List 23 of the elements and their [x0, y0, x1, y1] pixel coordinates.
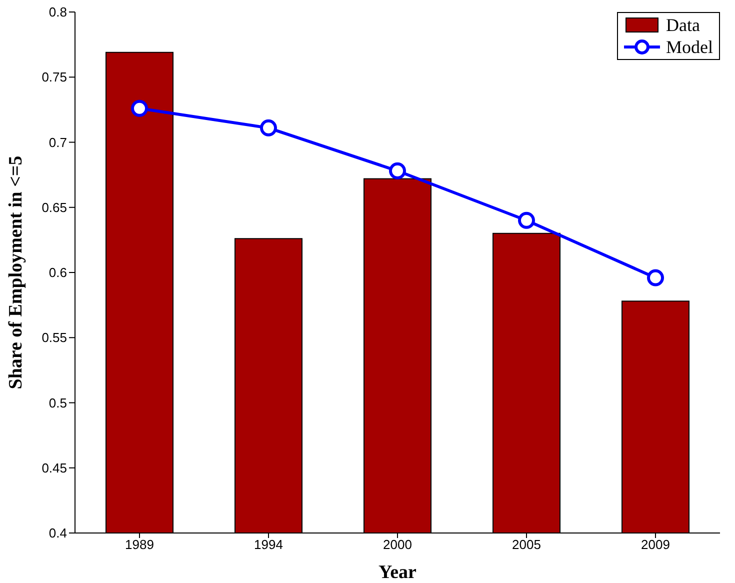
y-tick-label: 0.5	[48, 395, 67, 410]
legend-label: Data	[666, 15, 700, 35]
point	[518, 212, 535, 229]
x-axis-title: Year	[378, 562, 418, 583]
y-tick-label: 0.7	[48, 134, 67, 150]
y-tick-label: 0.55	[42, 330, 67, 346]
x-tick-label: 2005	[512, 537, 541, 552]
y-tick-label: 0.8	[48, 4, 67, 20]
point	[131, 100, 148, 117]
y-tick-label: 0.4	[48, 526, 67, 541]
y-axis-title: Share of Employment in <=5	[6, 156, 27, 390]
y-tick-label: 0.65	[42, 200, 67, 215]
y-tick-label: 0.6	[48, 265, 67, 280]
x-tick-label: 2000	[383, 537, 412, 552]
x-tick-label: 1989	[125, 537, 154, 552]
x-tick-label: 1994	[254, 537, 283, 552]
legend-label: Model	[666, 37, 713, 57]
x-tick-label: 2009	[641, 537, 670, 552]
point	[260, 119, 277, 136]
y-tick-label: 0.45	[42, 460, 67, 476]
point	[647, 269, 664, 286]
point	[389, 162, 406, 180]
y-tick-label: 0.75	[42, 70, 67, 85]
